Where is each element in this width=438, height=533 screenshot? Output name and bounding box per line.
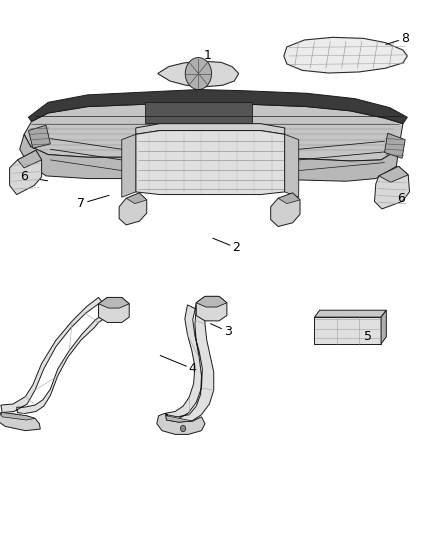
Polygon shape	[166, 413, 193, 422]
Polygon shape	[314, 317, 381, 344]
Polygon shape	[285, 134, 299, 197]
Polygon shape	[18, 150, 42, 168]
Circle shape	[185, 58, 212, 90]
Polygon shape	[158, 61, 239, 87]
Text: 6: 6	[20, 171, 28, 183]
Polygon shape	[166, 303, 214, 422]
Polygon shape	[1, 297, 109, 414]
Polygon shape	[28, 90, 407, 124]
Polygon shape	[126, 193, 147, 204]
Polygon shape	[136, 131, 285, 195]
Polygon shape	[136, 124, 285, 134]
Polygon shape	[157, 413, 205, 434]
Polygon shape	[385, 133, 405, 158]
Polygon shape	[278, 193, 300, 204]
Polygon shape	[99, 297, 129, 308]
Polygon shape	[0, 413, 40, 431]
Polygon shape	[122, 134, 136, 197]
Polygon shape	[119, 193, 147, 225]
Text: 8: 8	[401, 32, 409, 45]
Text: 5: 5	[364, 330, 372, 343]
Text: 4: 4	[189, 362, 197, 375]
Polygon shape	[271, 193, 300, 227]
Polygon shape	[99, 297, 129, 322]
Polygon shape	[196, 296, 227, 307]
Polygon shape	[284, 37, 407, 73]
Text: 6: 6	[397, 192, 405, 205]
Text: 7: 7	[77, 197, 85, 210]
Polygon shape	[20, 134, 399, 181]
Polygon shape	[196, 296, 227, 321]
Polygon shape	[24, 104, 403, 161]
Polygon shape	[145, 102, 252, 123]
Polygon shape	[314, 310, 386, 317]
Polygon shape	[381, 310, 386, 344]
Polygon shape	[379, 166, 408, 182]
Polygon shape	[10, 150, 42, 195]
Polygon shape	[1, 413, 35, 420]
Circle shape	[180, 425, 186, 432]
Polygon shape	[374, 166, 410, 209]
Polygon shape	[28, 125, 50, 148]
Text: 1: 1	[204, 50, 212, 62]
Text: 3: 3	[224, 325, 232, 338]
Text: 2: 2	[233, 241, 240, 254]
